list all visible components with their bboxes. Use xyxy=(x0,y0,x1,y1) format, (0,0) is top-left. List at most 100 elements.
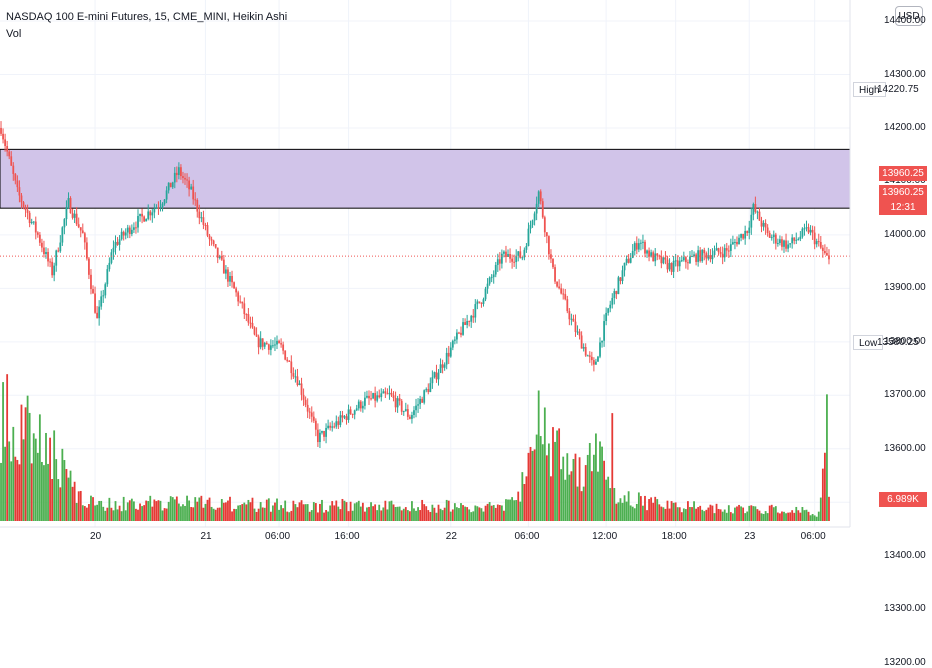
candle-body xyxy=(413,410,415,416)
volume-bar xyxy=(235,509,238,521)
volume-bar xyxy=(337,506,340,521)
low-value: 13580.25 xyxy=(877,337,919,348)
volume-bar xyxy=(364,511,366,521)
candle-body xyxy=(521,257,524,259)
candle-body xyxy=(556,281,558,287)
volume-bar xyxy=(30,463,33,521)
volume-bar xyxy=(451,509,454,521)
candle-body xyxy=(482,299,485,304)
currency-button[interactable]: USD xyxy=(895,6,923,26)
symbol-title[interactable]: NASDAQ 100 E-mini Futures, 15, CME_MINI,… xyxy=(6,11,288,23)
candle-body xyxy=(380,393,383,398)
candle-body xyxy=(171,182,174,188)
candle-body xyxy=(560,288,563,294)
candle-body xyxy=(329,425,332,428)
candle-body xyxy=(519,251,522,258)
volume-bar xyxy=(274,502,276,521)
candle-body xyxy=(793,237,796,241)
candle-body xyxy=(310,412,313,417)
candle-body xyxy=(756,211,759,213)
volume-bar xyxy=(257,508,260,521)
candle-body xyxy=(478,301,481,303)
candle-body xyxy=(687,262,689,264)
candle-body xyxy=(165,190,168,200)
volume-bar xyxy=(564,479,567,521)
candle-body xyxy=(445,352,448,365)
volume-bar xyxy=(272,505,274,521)
candle-body xyxy=(398,398,401,401)
volume-bar xyxy=(20,404,23,521)
candle-body xyxy=(676,260,679,267)
price-tick-label: 14200.00 xyxy=(884,121,926,133)
volume-bar xyxy=(276,498,278,521)
candle-body xyxy=(396,398,399,408)
candle-body xyxy=(631,250,634,258)
time-tick-label: 16:00 xyxy=(334,531,360,542)
candle-body xyxy=(200,217,203,219)
volume-bar xyxy=(49,437,51,521)
volume-bar xyxy=(637,492,640,521)
candle-body xyxy=(781,239,783,247)
candle-body xyxy=(545,232,548,237)
candle-body xyxy=(613,291,616,298)
candle-body xyxy=(625,258,628,263)
volume-bar xyxy=(167,501,170,521)
volume-bar xyxy=(120,511,123,521)
volume-bar xyxy=(529,446,532,521)
volume-bar xyxy=(65,469,68,521)
candle-body xyxy=(63,219,66,228)
volume-bar xyxy=(453,503,456,521)
volume-bar xyxy=(486,503,489,521)
last-price-tag-2: 13960.25 xyxy=(879,185,927,200)
candle-body xyxy=(664,257,667,260)
volume-bar xyxy=(803,510,806,521)
volume-bar xyxy=(126,502,129,521)
candle-body xyxy=(603,321,606,341)
volume-bar xyxy=(697,507,700,521)
volume-bar xyxy=(112,510,115,521)
volume-bar xyxy=(161,510,164,521)
volume-bar xyxy=(707,507,710,521)
volume-bar xyxy=(81,505,84,521)
price-chart[interactable] xyxy=(0,0,932,550)
volume-bar xyxy=(368,506,370,521)
volume-bar xyxy=(339,509,342,521)
volume-bar xyxy=(45,432,47,521)
candle-body xyxy=(760,220,763,227)
candle-body xyxy=(406,409,409,417)
volume-bar xyxy=(241,504,244,521)
volume-bar xyxy=(817,511,820,521)
candle-body xyxy=(701,249,704,262)
candle-body xyxy=(451,340,454,348)
volume-bar xyxy=(341,498,344,521)
volume-bar xyxy=(648,499,650,521)
candle-body xyxy=(210,239,213,241)
candle-body xyxy=(126,227,129,233)
volume-indicator-label[interactable]: Vol xyxy=(6,28,22,40)
volume-bar xyxy=(462,505,464,521)
candle-body xyxy=(705,253,708,259)
candle-body xyxy=(531,220,534,225)
candle-body xyxy=(196,200,199,212)
candle-body xyxy=(819,241,822,248)
volume-bar xyxy=(793,512,796,521)
candle-body xyxy=(312,416,315,421)
volume-bar xyxy=(370,502,372,521)
volume-bar xyxy=(625,501,628,521)
price-tick-label: 14400.00 xyxy=(884,15,926,27)
candle-body xyxy=(711,254,714,260)
candle-body xyxy=(492,274,495,278)
time-tick-label: 23 xyxy=(744,531,756,542)
candle-body xyxy=(325,427,327,437)
candle-body xyxy=(476,301,479,305)
candle-body xyxy=(124,232,127,236)
candle-body xyxy=(650,252,653,257)
candle-body xyxy=(339,415,342,425)
candle-body xyxy=(433,372,436,378)
volume-bar xyxy=(666,500,669,521)
volume-bar xyxy=(826,394,828,521)
candle-body xyxy=(0,127,2,134)
candle-body xyxy=(300,383,303,395)
candle-body xyxy=(742,234,745,239)
candle-body xyxy=(169,182,172,188)
